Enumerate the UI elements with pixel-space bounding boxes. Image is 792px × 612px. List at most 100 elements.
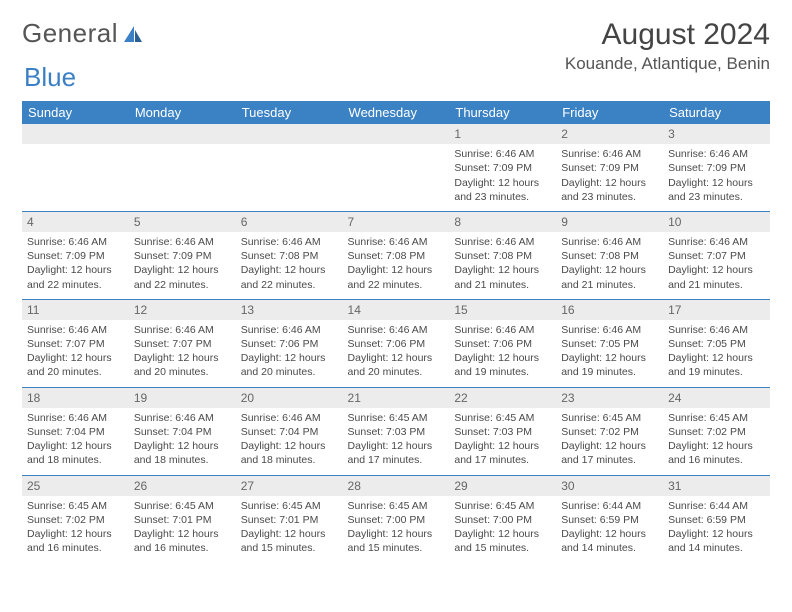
sunset-text: Sunset: 7:08 PM <box>241 249 338 263</box>
sunrise-text: Sunrise: 6:46 AM <box>454 147 551 161</box>
calendar-cell: 20Sunrise: 6:46 AMSunset: 7:04 PMDayligh… <box>236 387 343 475</box>
sunrise-text: Sunrise: 6:46 AM <box>134 411 231 425</box>
sunset-text: Sunset: 7:08 PM <box>561 249 658 263</box>
calendar-week: 1Sunrise: 6:46 AMSunset: 7:09 PMDaylight… <box>22 124 770 211</box>
sunrise-text: Sunrise: 6:46 AM <box>561 323 658 337</box>
sunrise-text: Sunrise: 6:46 AM <box>668 235 765 249</box>
daylight-text: and 18 minutes. <box>134 453 231 467</box>
sunset-text: Sunset: 7:00 PM <box>454 513 551 527</box>
day-number: 11 <box>22 300 129 320</box>
daylight-text: Daylight: 12 hours <box>454 263 551 277</box>
calendar-cell: 6Sunrise: 6:46 AMSunset: 7:08 PMDaylight… <box>236 211 343 299</box>
brand-logo: General <box>22 18 144 49</box>
sunrise-text: Sunrise: 6:46 AM <box>561 147 658 161</box>
day-body: Sunrise: 6:44 AMSunset: 6:59 PMDaylight:… <box>663 496 770 563</box>
sunset-text: Sunset: 7:04 PM <box>241 425 338 439</box>
daylight-text: Daylight: 12 hours <box>561 527 658 541</box>
sunset-text: Sunset: 7:01 PM <box>134 513 231 527</box>
daylight-text: Daylight: 12 hours <box>27 263 124 277</box>
day-header: Wednesday <box>343 101 450 124</box>
day-number: 2 <box>556 124 663 144</box>
calendar-cell: 24Sunrise: 6:45 AMSunset: 7:02 PMDayligh… <box>663 387 770 475</box>
day-body: Sunrise: 6:45 AMSunset: 7:00 PMDaylight:… <box>449 496 556 563</box>
sunset-text: Sunset: 7:07 PM <box>668 249 765 263</box>
day-number: 26 <box>129 476 236 496</box>
calendar-cell: 11Sunrise: 6:46 AMSunset: 7:07 PMDayligh… <box>22 299 129 387</box>
daylight-text: and 22 minutes. <box>241 278 338 292</box>
daylight-text: Daylight: 12 hours <box>241 263 338 277</box>
sunrise-text: Sunrise: 6:44 AM <box>561 499 658 513</box>
sunset-text: Sunset: 7:05 PM <box>668 337 765 351</box>
day-number: 15 <box>449 300 556 320</box>
daylight-text: and 19 minutes. <box>668 365 765 379</box>
calendar-cell: 1Sunrise: 6:46 AMSunset: 7:09 PMDaylight… <box>449 124 556 211</box>
day-number: 1 <box>449 124 556 144</box>
daylight-text: and 18 minutes. <box>27 453 124 467</box>
title-block: August 2024 Kouande, Atlantique, Benin <box>565 18 770 74</box>
calendar-cell: 5Sunrise: 6:46 AMSunset: 7:09 PMDaylight… <box>129 211 236 299</box>
calendar-cell <box>129 124 236 211</box>
day-header: Friday <box>556 101 663 124</box>
day-number: 25 <box>22 476 129 496</box>
day-body: Sunrise: 6:46 AMSunset: 7:06 PMDaylight:… <box>343 320 450 387</box>
day-number: 28 <box>343 476 450 496</box>
sunrise-text: Sunrise: 6:45 AM <box>134 499 231 513</box>
daylight-text: Daylight: 12 hours <box>454 351 551 365</box>
daylight-text: and 21 minutes. <box>561 278 658 292</box>
sunrise-text: Sunrise: 6:46 AM <box>134 235 231 249</box>
calendar-page: General August 2024 Kouande, Atlantique,… <box>0 0 792 580</box>
month-title: August 2024 <box>565 18 770 52</box>
day-number: 7 <box>343 212 450 232</box>
sunset-text: Sunset: 7:02 PM <box>27 513 124 527</box>
day-body: Sunrise: 6:45 AMSunset: 7:03 PMDaylight:… <box>343 408 450 475</box>
sunset-text: Sunset: 7:03 PM <box>348 425 445 439</box>
day-number: 9 <box>556 212 663 232</box>
calendar-cell: 29Sunrise: 6:45 AMSunset: 7:00 PMDayligh… <box>449 475 556 562</box>
day-header: Sunday <box>22 101 129 124</box>
daylight-text: and 20 minutes. <box>241 365 338 379</box>
calendar-cell <box>343 124 450 211</box>
calendar-cell: 14Sunrise: 6:46 AMSunset: 7:06 PMDayligh… <box>343 299 450 387</box>
daylight-text: and 16 minutes. <box>134 541 231 555</box>
day-body: Sunrise: 6:46 AMSunset: 7:09 PMDaylight:… <box>129 232 236 299</box>
day-number: 22 <box>449 388 556 408</box>
day-header: Monday <box>129 101 236 124</box>
daylight-text: Daylight: 12 hours <box>561 439 658 453</box>
daylight-text: Daylight: 12 hours <box>27 439 124 453</box>
day-body: Sunrise: 6:46 AMSunset: 7:08 PMDaylight:… <box>449 232 556 299</box>
sunrise-text: Sunrise: 6:45 AM <box>454 499 551 513</box>
sunrise-text: Sunrise: 6:45 AM <box>668 411 765 425</box>
daylight-text: Daylight: 12 hours <box>241 351 338 365</box>
day-number: 31 <box>663 476 770 496</box>
daylight-text: Daylight: 12 hours <box>27 527 124 541</box>
daylight-text: Daylight: 12 hours <box>134 263 231 277</box>
day-number: 17 <box>663 300 770 320</box>
day-body: Sunrise: 6:44 AMSunset: 6:59 PMDaylight:… <box>556 496 663 563</box>
daylight-text: and 20 minutes. <box>27 365 124 379</box>
sunset-text: Sunset: 7:09 PM <box>561 161 658 175</box>
daylight-text: and 19 minutes. <box>561 365 658 379</box>
calendar-cell: 16Sunrise: 6:46 AMSunset: 7:05 PMDayligh… <box>556 299 663 387</box>
calendar-cell: 28Sunrise: 6:45 AMSunset: 7:00 PMDayligh… <box>343 475 450 562</box>
day-number: 10 <box>663 212 770 232</box>
sunset-text: Sunset: 6:59 PM <box>668 513 765 527</box>
calendar-cell: 4Sunrise: 6:46 AMSunset: 7:09 PMDaylight… <box>22 211 129 299</box>
day-body: Sunrise: 6:46 AMSunset: 7:09 PMDaylight:… <box>449 144 556 211</box>
sunset-text: Sunset: 7:03 PM <box>454 425 551 439</box>
calendar-cell: 12Sunrise: 6:46 AMSunset: 7:07 PMDayligh… <box>129 299 236 387</box>
day-number: 19 <box>129 388 236 408</box>
daylight-text: and 19 minutes. <box>454 365 551 379</box>
daylight-text: Daylight: 12 hours <box>668 176 765 190</box>
sunset-text: Sunset: 7:09 PM <box>454 161 551 175</box>
calendar-header-row: SundayMondayTuesdayWednesdayThursdayFrid… <box>22 101 770 124</box>
sunset-text: Sunset: 7:08 PM <box>348 249 445 263</box>
day-body: Sunrise: 6:46 AMSunset: 7:08 PMDaylight:… <box>236 232 343 299</box>
day-body: Sunrise: 6:45 AMSunset: 7:02 PMDaylight:… <box>556 408 663 475</box>
sunrise-text: Sunrise: 6:45 AM <box>348 411 445 425</box>
daylight-text: and 14 minutes. <box>668 541 765 555</box>
day-number: 14 <box>343 300 450 320</box>
day-body: Sunrise: 6:45 AMSunset: 7:00 PMDaylight:… <box>343 496 450 563</box>
sunset-text: Sunset: 7:08 PM <box>454 249 551 263</box>
day-number: 13 <box>236 300 343 320</box>
daylight-text: and 23 minutes. <box>454 190 551 204</box>
